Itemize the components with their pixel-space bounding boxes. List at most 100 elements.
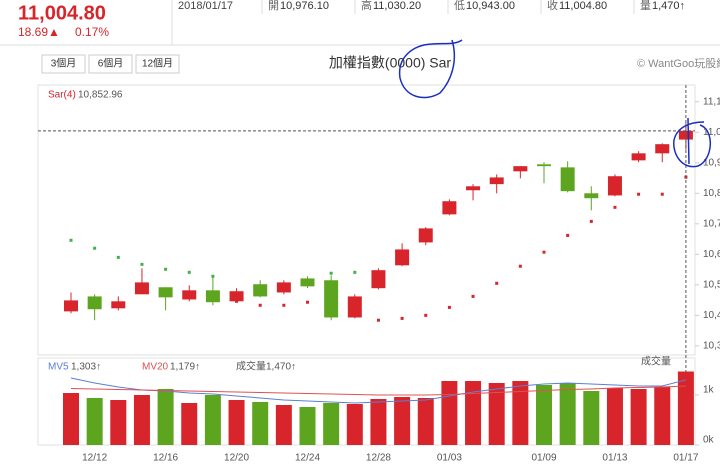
copyright: © WantGoo玩股網	[637, 56, 720, 70]
price-panel	[37, 84, 696, 356]
mv20-legend: MV20	[142, 362, 169, 373]
sar-dot	[211, 274, 215, 278]
date: 2018/01/17	[178, 0, 233, 12]
candle-body	[489, 177, 504, 185]
sar-dot	[376, 318, 380, 322]
x-tick-label: 12/12	[82, 453, 107, 464]
candle-body	[111, 301, 126, 309]
price: 11,004.80	[18, 2, 106, 24]
x-tick-label: 01/17	[673, 453, 698, 464]
sar-dot	[471, 294, 475, 298]
candle-body	[466, 186, 481, 191]
field-label: 收	[547, 0, 558, 12]
mv5-value: 1,303↑	[71, 362, 101, 373]
y-tick-label: 10,600	[703, 249, 720, 260]
sar-dot	[637, 192, 641, 196]
volume-bar	[204, 395, 221, 445]
volume-bar	[417, 398, 434, 445]
y-tick-label: 10,900	[703, 157, 720, 168]
candle-body	[182, 290, 197, 300]
volume-bar	[630, 389, 647, 445]
candle-body	[276, 282, 291, 293]
sar-dot	[329, 271, 333, 275]
candle-body	[584, 193, 599, 199]
field-value: 11,030.20	[373, 0, 421, 12]
y-tick-label: 10,800	[703, 188, 720, 199]
y-tick-label: 10,500	[703, 279, 720, 290]
sar-dot	[613, 205, 617, 209]
sar-legend: Sar(4)	[48, 90, 76, 101]
sar-dot	[353, 270, 357, 274]
y-tick-label: 10,300	[703, 340, 720, 351]
sar-dot	[282, 303, 286, 307]
volume-bar	[299, 407, 316, 445]
volume-bar	[181, 403, 198, 445]
y-tick-label: 11,000	[703, 127, 720, 138]
volume-bar	[559, 383, 576, 445]
field-label: 低	[454, 0, 465, 12]
field-label: 高	[361, 0, 372, 12]
sar-dot	[306, 300, 309, 304]
volume-bar	[86, 398, 103, 445]
sar-value: 10,852.96	[78, 90, 123, 101]
sar-dot	[235, 299, 239, 303]
range-button[interactable]	[88, 54, 133, 74]
volume-panel	[37, 357, 696, 446]
volume-bar	[370, 399, 387, 445]
volume-bar	[441, 381, 458, 445]
range-button-label: 12個月	[142, 57, 173, 70]
ma-line	[70, 377, 687, 404]
y-tick-label: 0k	[703, 435, 715, 446]
candle-body	[395, 249, 410, 266]
sar-dot	[400, 316, 404, 320]
volume-bar	[110, 400, 127, 445]
field-value: 10,943.00	[466, 0, 515, 12]
volume-bar	[606, 388, 623, 445]
volume-bar	[583, 391, 600, 445]
y-tick-label: 11,100	[703, 96, 720, 107]
candle-body	[158, 287, 173, 298]
volume-value: 1,470↑	[266, 362, 296, 373]
candle-body	[537, 164, 551, 167]
volume-bar	[394, 397, 411, 445]
sar-dot	[566, 233, 570, 237]
candle-body	[347, 296, 362, 318]
ma-line	[70, 385, 686, 396]
sar-dot	[164, 267, 168, 271]
candle-body	[300, 278, 315, 287]
mv20-value: 1,179↑	[170, 362, 200, 373]
candle-body	[205, 290, 220, 303]
x-tick-label: 12/24	[295, 453, 320, 464]
sar-dot	[518, 264, 522, 268]
sar-dot	[447, 305, 451, 309]
volume-bar	[465, 381, 482, 445]
candle-body	[371, 270, 386, 289]
range-button[interactable]	[135, 54, 180, 74]
volume-bar	[512, 381, 529, 445]
percent: 0.17%	[75, 25, 109, 39]
candle-body	[64, 300, 78, 312]
x-tick-label: 12/16	[153, 453, 178, 464]
range-buttons: 3個月 6個月 12個月	[41, 54, 180, 74]
sar-dot	[258, 303, 262, 307]
sar-dot	[93, 246, 97, 250]
range-button-label: 6個月	[98, 57, 124, 70]
candle-body	[134, 282, 149, 295]
candle-body	[513, 166, 528, 172]
volume-bar	[63, 393, 79, 445]
candle-body	[655, 144, 670, 154]
volume-title: 成交量	[641, 355, 671, 368]
candle-body	[631, 153, 646, 161]
candle-body	[229, 291, 244, 302]
chart-title: 加權指數(0000) Sar	[329, 55, 451, 71]
range-button[interactable]	[41, 54, 86, 74]
sar-dot	[589, 219, 593, 223]
field-value: 1,470↑	[652, 0, 685, 12]
sar-dot	[187, 270, 191, 274]
sar-dot	[660, 192, 664, 196]
sar-dot	[140, 262, 144, 266]
volume-bar	[536, 385, 552, 445]
quote-fields: 開 10,976.10 高 11,030.20 低 10,943.00 收 11,004.80…	[261, 0, 685, 14]
field-value: 11,004.80	[559, 0, 607, 12]
y-tick-label: 10,700	[703, 218, 720, 229]
